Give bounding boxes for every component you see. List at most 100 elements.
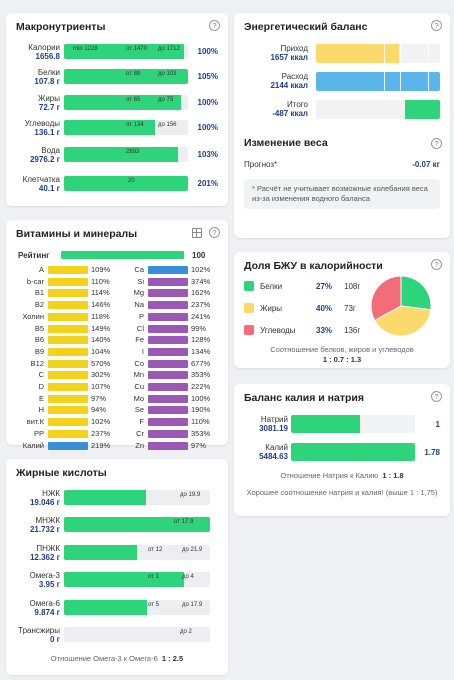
fatty-bar: от 1 до 4	[64, 572, 210, 587]
mineral-bar	[148, 360, 188, 368]
vitamin-name: C	[38, 370, 44, 379]
vitamin-name: B2	[34, 300, 44, 309]
mineral-name: Cr	[136, 429, 144, 438]
mineral-row: I 134%	[106, 347, 226, 357]
bju-title: Доля БЖУ в калорийности	[244, 260, 383, 272]
help-icon[interactable]: ?	[431, 391, 442, 402]
help-icon[interactable]: ?	[431, 259, 442, 270]
energy-title: Энергетический баланс	[244, 21, 368, 33]
mineral-name: Fe	[135, 335, 144, 344]
bju-percent: 33%	[316, 326, 333, 335]
help-icon[interactable]: ?	[209, 20, 220, 31]
vitamin-name: D	[38, 382, 44, 391]
mineral-name: Ca	[134, 265, 144, 274]
fatty-bar-mark: до 4	[182, 574, 194, 580]
vitamin-bar	[48, 325, 88, 333]
kna-name: Натрий	[260, 415, 288, 424]
vitamin-bar	[48, 395, 88, 403]
vitamin-value: 104%	[91, 347, 111, 356]
mineral-bar	[148, 442, 188, 450]
mineral-value: 99%	[191, 324, 207, 333]
macros-title: Макронутриенты	[16, 21, 106, 33]
fatty-bar: до 2	[64, 627, 210, 642]
omega-ratio-value: 1 : 2.5	[161, 654, 184, 663]
kna-coef: 1.78	[424, 448, 440, 457]
forecast-label: Прогноз*	[244, 160, 278, 169]
bju-ratio-label: Соотношение белков, жиров и углеводов	[270, 345, 414, 354]
mineral-bar	[148, 406, 188, 414]
mineral-bar	[148, 430, 188, 438]
mineral-name: P	[138, 312, 144, 321]
kna-value: 5484.63	[259, 452, 288, 461]
mineral-value: 97%	[191, 441, 207, 450]
kna-bar-fill	[291, 415, 361, 433]
vitamin-row: b-car 110%	[6, 277, 116, 287]
help-icon[interactable]: ?	[431, 20, 442, 31]
macro-bar: от 65 до 75	[64, 95, 188, 110]
mineral-value: 100%	[191, 394, 211, 403]
fatty-bar-mark: от 1	[148, 574, 159, 580]
macro-percent: 105%	[197, 72, 218, 81]
macro-percent: 103%	[197, 150, 218, 159]
bju-name: Жиры	[260, 304, 283, 313]
mineral-name: Mg	[133, 288, 144, 297]
macro-percent: 100%	[197, 123, 218, 132]
vitamin-value: 302%	[91, 370, 111, 379]
vitamin-value: 570%	[91, 359, 111, 368]
fatty-bar-mark: до 21.9	[182, 547, 203, 553]
bju-grams: 136г	[344, 326, 361, 335]
mineral-bar	[148, 289, 188, 297]
kna-ratio-label: Отношение Натрия к Калию	[280, 471, 379, 480]
vitamin-bar	[48, 266, 88, 274]
vitamin-bar	[48, 406, 88, 414]
mineral-row: Cl 99%	[106, 324, 226, 334]
vitamin-bar	[48, 348, 88, 356]
kna-bar-fill	[291, 443, 415, 461]
vitamin-row: B5 149%	[6, 324, 116, 334]
potassium-sodium-card: Баланс калия и натрия ? Натрий 3081.19 1 Ка…	[234, 384, 450, 516]
macro-bar-mark: от 88	[126, 71, 141, 77]
vitamin-row: B6 140%	[6, 335, 116, 345]
mineral-value: 190%	[191, 405, 211, 414]
macro-bar-mark: от 1470	[126, 46, 147, 52]
macro-bar-mark: 2893	[126, 149, 140, 155]
vitamin-row: PP 237%	[6, 429, 116, 439]
mineral-bar	[148, 301, 188, 309]
vitamin-row: B12 570%	[6, 359, 116, 369]
bju-color-swatch	[244, 303, 254, 313]
mineral-value: 353%	[191, 429, 211, 438]
vitamin-name: B5	[34, 324, 44, 333]
vitamin-value: 140%	[91, 335, 111, 344]
mineral-name: Co	[134, 359, 144, 368]
fatty-bar-fill	[64, 517, 210, 532]
vitamin-bar	[48, 442, 88, 450]
table-icon[interactable]	[192, 228, 202, 238]
kna-ratio-value: 1 : 1.8	[382, 471, 404, 480]
rating-value: 100	[192, 251, 206, 260]
mineral-bar	[148, 278, 188, 286]
macro-percent: 100%	[197, 98, 218, 107]
fatty-value: 19.046 г	[29, 498, 60, 507]
bju-pie-chart	[370, 275, 432, 337]
fatty-name: ПНЖК	[36, 544, 60, 553]
macro-bar: 2893	[64, 147, 188, 162]
help-icon[interactable]: ?	[431, 138, 442, 149]
kna-title: Баланс калия и натрия	[244, 392, 364, 404]
vitamin-bar	[48, 301, 88, 309]
macro-value: 107.8 г	[34, 77, 60, 86]
mineral-name: Mo	[133, 394, 144, 403]
vitamin-value: 107%	[91, 382, 111, 391]
macro-bar: от 134 до 156	[64, 120, 188, 135]
help-icon[interactable]: ?	[209, 227, 220, 238]
energy-bar-fill	[316, 72, 440, 91]
macro-bar: 20	[64, 176, 188, 191]
vitamin-bar	[48, 418, 88, 426]
fatty-bar-mark: до 2	[180, 629, 192, 635]
bju-grams: 108г	[344, 282, 361, 291]
weight-title: Изменение веса	[244, 137, 328, 149]
fatty-value: 0 г	[49, 635, 60, 644]
mineral-bar	[148, 266, 188, 274]
macro-bar-mark: до 75	[158, 97, 174, 103]
kna-ratio: Отношение Натрия к Калию 1 : 1.8	[234, 471, 450, 480]
macro-name: Жиры	[37, 94, 60, 103]
